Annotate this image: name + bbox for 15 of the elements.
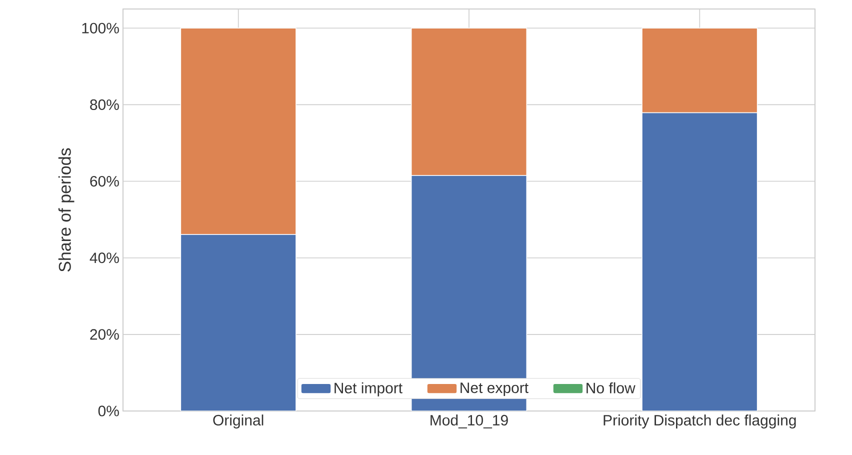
legend-label: Net export	[460, 382, 528, 396]
bar	[642, 112, 758, 411]
bar	[180, 234, 296, 411]
legend-label: No flow	[586, 382, 636, 394]
y-tick-label: 80%	[90, 99, 119, 110]
y-tick-label: 100%	[82, 22, 119, 34]
y-tick-label: 60%	[90, 176, 119, 187]
y-tick-label: 40%	[90, 252, 119, 264]
x-tick-label: Mod_10_19	[430, 414, 508, 428]
legend-label: Net import	[334, 382, 402, 396]
y-tick-label: 20%	[90, 329, 119, 340]
y-axis-title: Share of periods	[58, 148, 74, 272]
y-tick-label: 0%	[98, 406, 119, 416]
x-tick-label: Priority Dispatch dec flagging	[604, 414, 796, 428]
x-tick-label: Original	[213, 414, 264, 428]
